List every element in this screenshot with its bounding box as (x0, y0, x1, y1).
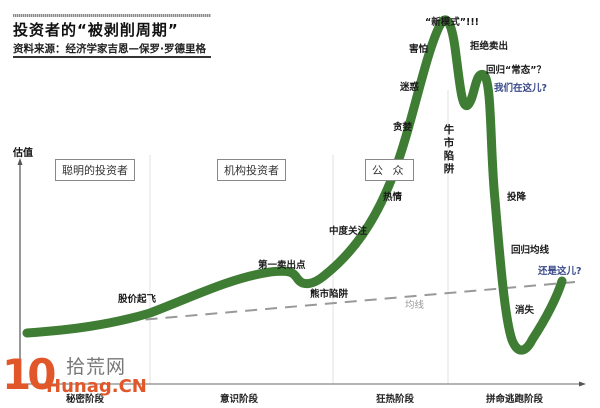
stage-stealth: 秘密阶段 (66, 394, 105, 405)
chart-title: 投资者的“被剥削周期” (13, 21, 179, 39)
title-rule-bottom (13, 56, 211, 58)
watermark-logo-en: Hunag.CN (46, 376, 147, 397)
box-smart-investors: 聪明的投资者 (55, 159, 135, 181)
label-denial: 拒绝卖出 (470, 41, 509, 52)
chart-subtitle: 资料来源：经济学家吉恩—保罗·罗德里格 (13, 43, 206, 55)
stage-mania: 狂热阶段 (376, 394, 415, 405)
stage-blowoff: 拼命逃跑阶段 (486, 394, 544, 405)
valuation-curve (22, 15, 567, 355)
box-public: 公 众 (365, 159, 414, 181)
label-capitulation: 投降 (507, 192, 527, 203)
label-return-mean: 回归均线 (511, 245, 550, 256)
watermark-logo-cn: 拾荒网 (66, 356, 127, 378)
watermark-logo-number: 10 (2, 350, 56, 399)
label-we-are-here: 我们在这儿? (494, 83, 548, 94)
label-return-normal: 回归“常态”？ (486, 65, 546, 76)
label-bull-trap: 牛市陷阱 (443, 124, 455, 175)
stage-awareness: 意识阶段 (220, 394, 259, 405)
label-despair: 消失 (515, 305, 535, 316)
label-delusion: 迷惑 (400, 82, 420, 93)
y-axis-arrow-icon (17, 158, 23, 165)
label-media-attention: 中度关注 (329, 226, 368, 237)
title-rule-top (13, 14, 211, 17)
label-new-paradigm: “新模式”!!! (425, 17, 479, 28)
label-enthusiasm: 热情 (383, 192, 403, 203)
box-institutional-investors: 机构投资者 (217, 159, 286, 181)
label-is-it-here: 还是这儿? (538, 266, 582, 277)
label-first-sell: 第一卖出点 (258, 260, 306, 271)
y-axis-label: 估值 (13, 148, 33, 159)
x-axis-arrow-icon (579, 381, 586, 387)
label-greed: 贪婪 (393, 122, 413, 133)
label-takeoff: 股价起飞 (118, 294, 157, 305)
label-mean-line: 均线 (405, 300, 425, 311)
label-bear-trap: 熊市陷阱 (310, 289, 349, 300)
label-fear: 害怕 (409, 44, 429, 55)
